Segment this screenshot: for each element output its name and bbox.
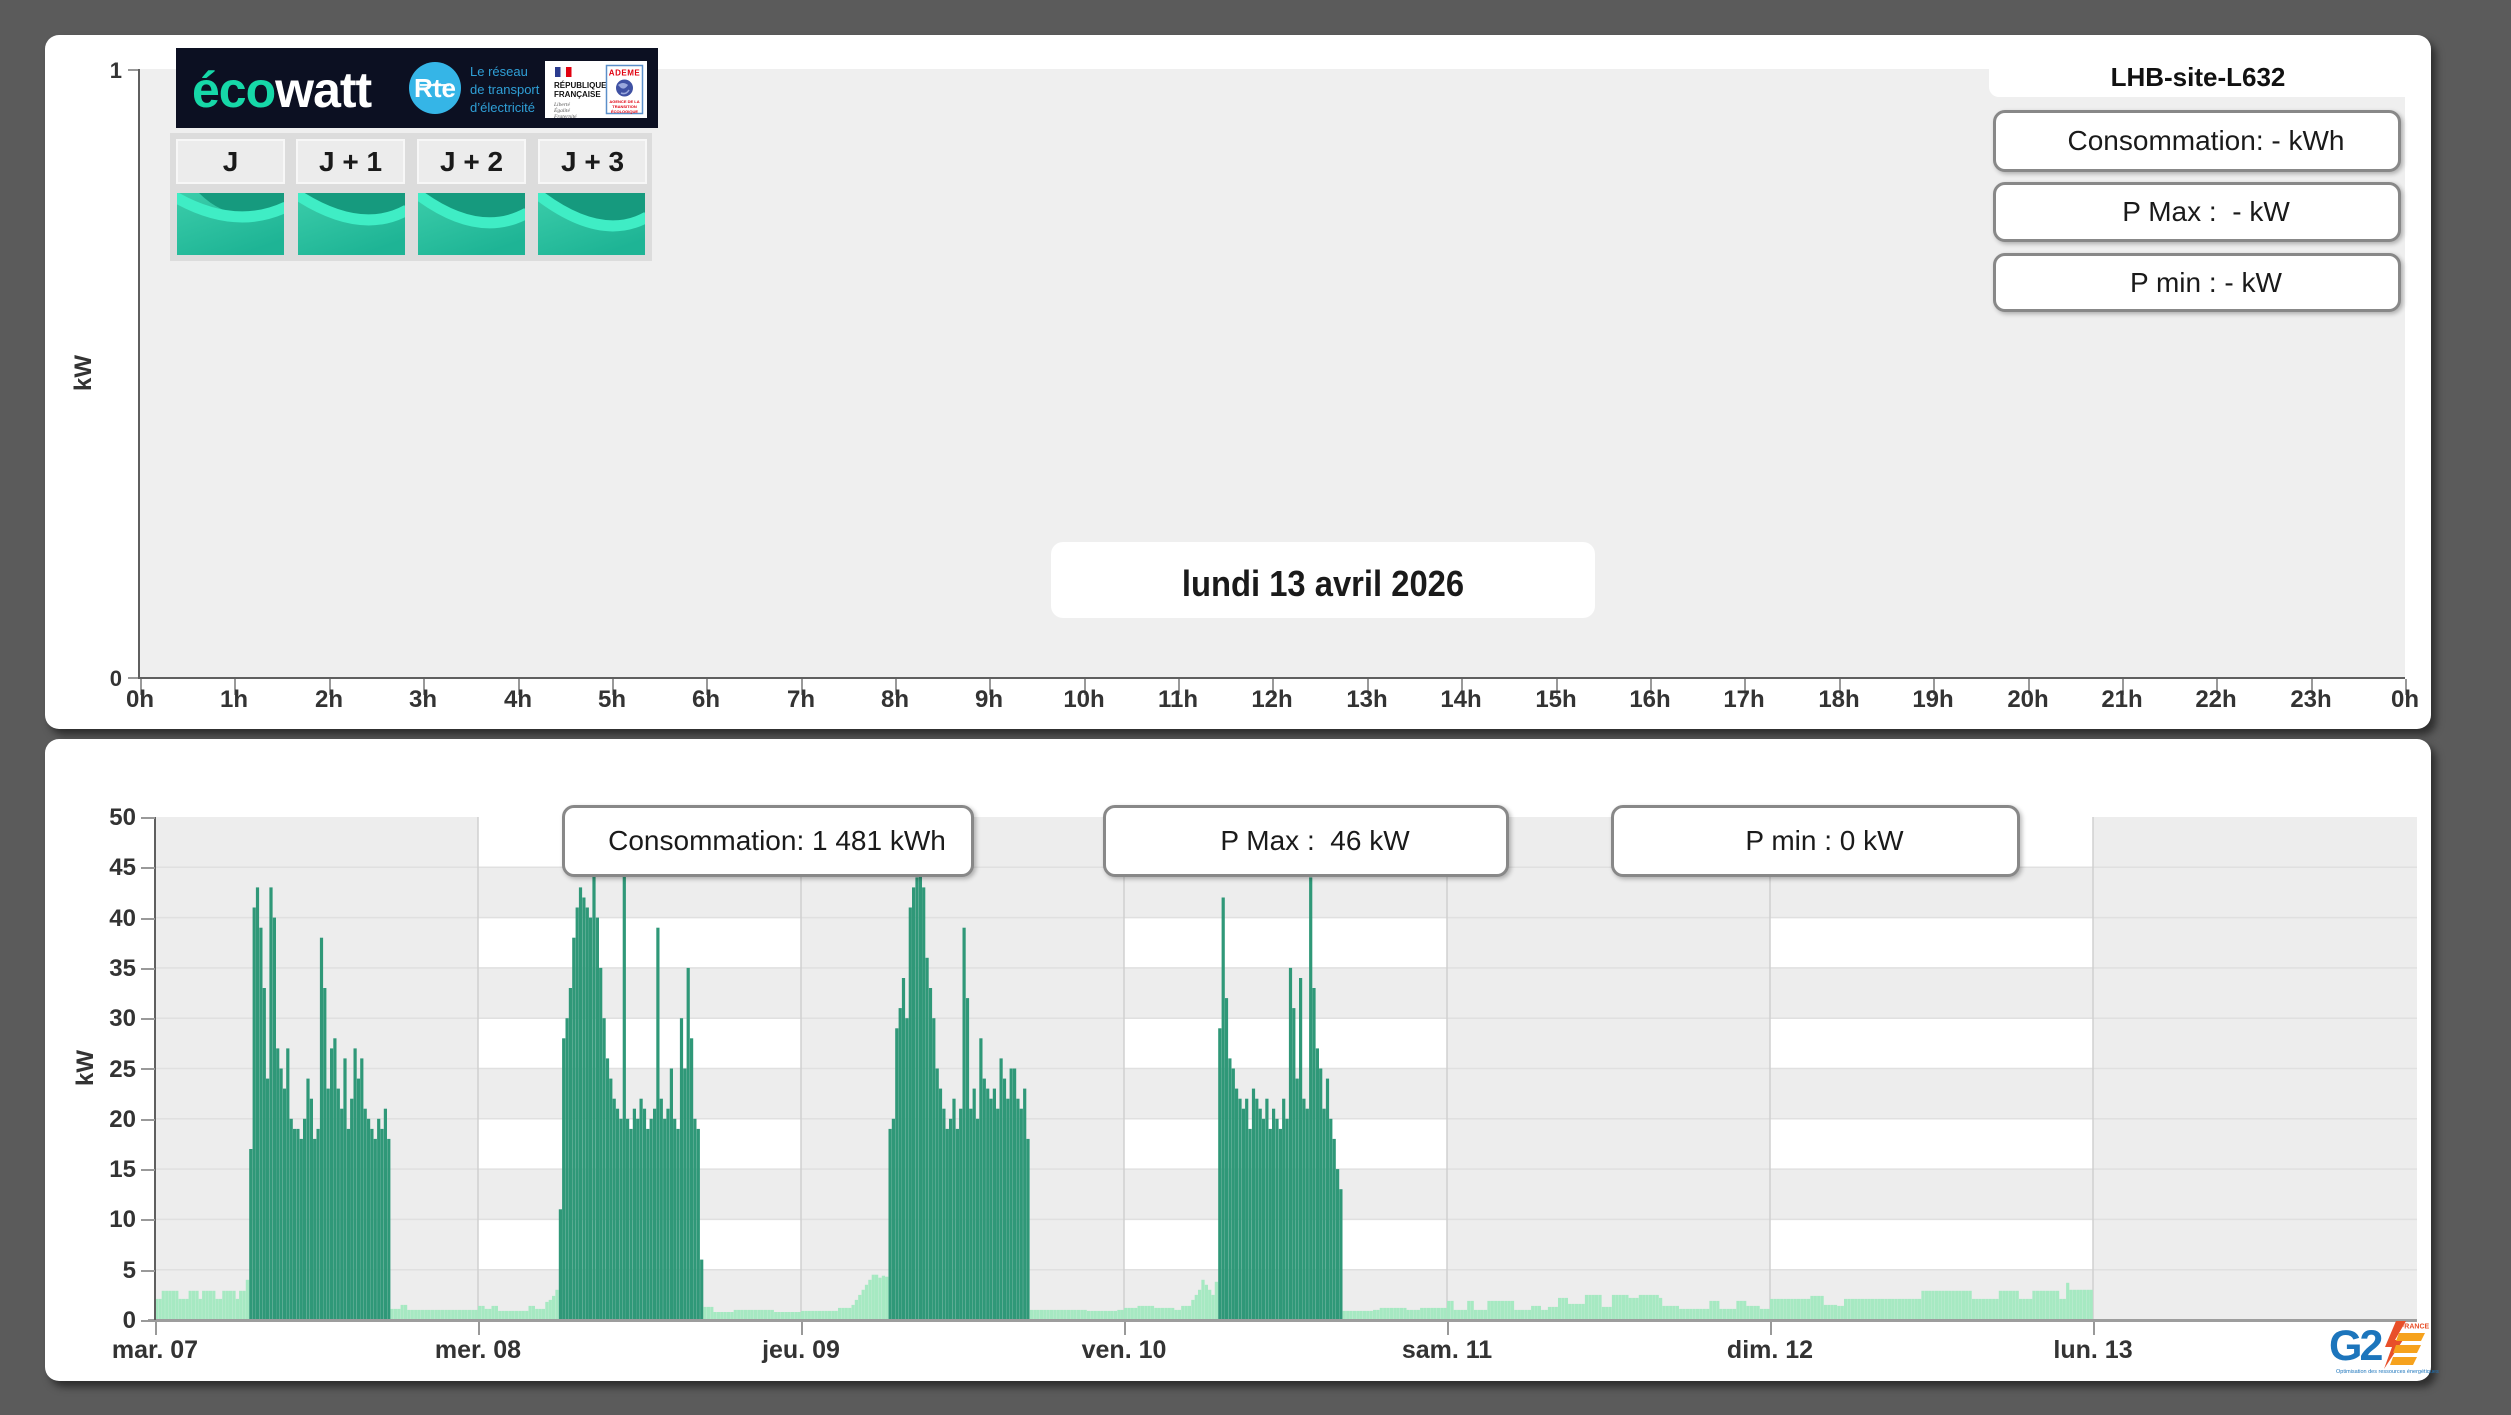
svg-text:FRANCE: FRANCE xyxy=(2400,1324,2429,1331)
svg-text:Fraternité: Fraternité xyxy=(553,114,577,120)
svg-text:écowatt: écowatt xyxy=(192,62,373,118)
svg-text:G2: G2 xyxy=(2329,1322,2382,1370)
svg-text:AGENCE DE LA: AGENCE DE LA xyxy=(609,99,639,104)
svg-text:Rte: Rte xyxy=(414,73,456,103)
svg-text:de transport: de transport xyxy=(470,82,540,97)
svg-text:FRANÇAISE: FRANÇAISE xyxy=(554,90,601,99)
svg-text:RÉPUBLIQUE: RÉPUBLIQUE xyxy=(554,81,607,90)
svg-text:Optimisation des ressources én: Optimisation des ressources énergétiques xyxy=(2336,1369,2439,1375)
svg-text:TRANSITION: TRANSITION xyxy=(612,104,637,109)
svg-text:d’électricité: d’électricité xyxy=(470,100,535,115)
svg-text:Égalité: Égalité xyxy=(553,106,570,114)
svg-text:ADEME: ADEME xyxy=(609,69,641,78)
svg-text:ÉCOLOGIQUE: ÉCOLOGIQUE xyxy=(611,109,638,114)
svg-text:Le réseau: Le réseau xyxy=(470,64,528,79)
svg-text:Liberté: Liberté xyxy=(553,102,570,108)
